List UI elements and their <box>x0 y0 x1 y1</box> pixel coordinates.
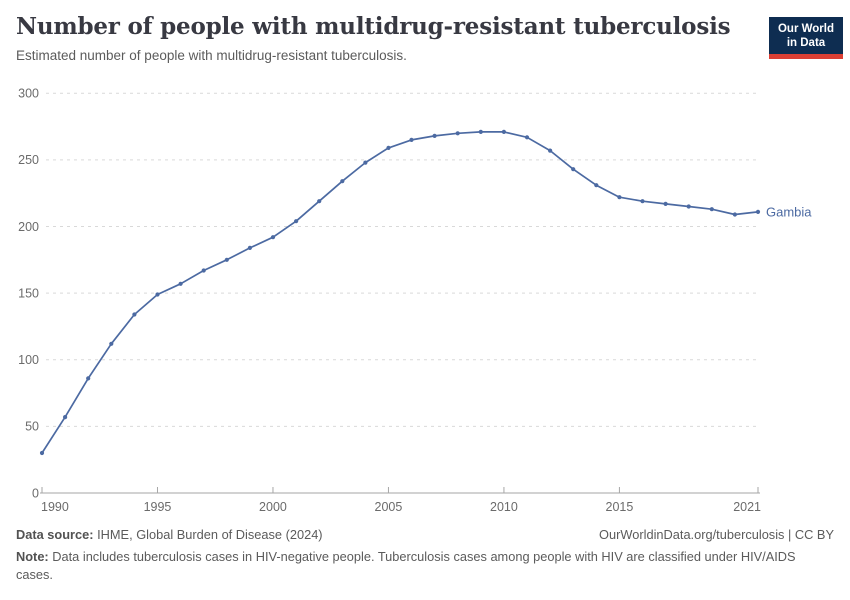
data-point-2017[interactable] <box>663 201 668 206</box>
data-point-2021[interactable] <box>755 209 761 214</box>
x-axis-label-2015: 2015 <box>606 500 634 514</box>
y-axis-label-300: 300 <box>18 87 39 101</box>
x-axis-label-2005: 2005 <box>375 500 403 514</box>
data-point-1993[interactable] <box>109 341 114 346</box>
data-point-2019[interactable] <box>709 207 714 212</box>
y-axis-label-250: 250 <box>18 153 39 167</box>
y-axis-label-150: 150 <box>18 286 39 300</box>
note-label: Note: <box>16 549 49 564</box>
x-axis-label-1995: 1995 <box>144 500 172 514</box>
line-chart-svg[interactable]: 0 50 100 150 200 250 300 1990 1995 2000 2005 2010 20… <box>0 80 850 525</box>
y-axis-label-0: 0 <box>32 486 39 500</box>
data-point-2020[interactable] <box>732 212 738 217</box>
y-axis-label-100: 100 <box>18 353 39 367</box>
data-point-2013[interactable] <box>571 167 576 172</box>
data-line-gambia[interactable] <box>41 131 759 454</box>
data-point-2005[interactable] <box>386 145 391 150</box>
x-axis-label-2010: 2010 <box>490 500 518 514</box>
data-point-2012[interactable] <box>548 148 553 153</box>
data-point-2015[interactable] <box>617 195 622 200</box>
data-source-text: IHME, Global Burden of Disease (2024) <box>97 527 323 542</box>
owid-logo-line1: Our World <box>777 23 834 35</box>
data-point-1997[interactable] <box>201 268 206 273</box>
data-source-label: Data source: <box>16 527 94 542</box>
data-point-1998[interactable] <box>224 257 229 262</box>
x-axis-label-2000: 2000 <box>259 500 287 514</box>
note-line: Note: Data includes tuberculosis cases i… <box>16 548 834 584</box>
license-link[interactable]: OurWorldinData.org/tuberculosis | CC BY <box>599 527 834 542</box>
data-point-2014[interactable] <box>594 183 599 188</box>
data-point-2002[interactable] <box>317 199 322 204</box>
chart-subtitle: Estimated number of people with multidru… <box>16 48 407 64</box>
x-axis-label-2021: 2021 <box>733 500 761 514</box>
chart-area[interactable]: 0 50 100 150 200 250 300 1990 1995 2000 2005 2010 20… <box>0 80 850 525</box>
note-text: Data includes tuberculosis cases in HIV-… <box>16 549 796 582</box>
y-axis-label-200: 200 <box>18 220 39 234</box>
data-point-2010[interactable] <box>501 129 506 134</box>
data-point-2003[interactable] <box>340 179 345 184</box>
footer-sources-row: Data source: IHME, Global Burden of Dise… <box>16 526 834 544</box>
owid-logo[interactable]: Our World in Data <box>769 17 843 59</box>
data-point-2011[interactable] <box>524 135 530 140</box>
data-point-1999[interactable] <box>247 245 252 250</box>
data-point-1990[interactable] <box>39 450 45 456</box>
series-label-gambia[interactable]: Gambia <box>766 204 812 219</box>
data-point-2006[interactable] <box>409 137 414 142</box>
owid-logo-text: Our World in Data <box>769 17 843 54</box>
data-source-line: Data source: IHME, Global Burden of Dise… <box>16 526 323 544</box>
data-point-1992[interactable] <box>86 376 91 381</box>
chart-title: Number of people with multidrug-resistan… <box>16 13 731 40</box>
chart-header: Number of people with multidrug-resistan… <box>16 13 756 64</box>
data-point-2004[interactable] <box>363 160 368 165</box>
data-point-2018[interactable] <box>686 204 691 209</box>
data-point-1991[interactable] <box>63 415 68 420</box>
chart-footer: Data source: IHME, Global Burden of Dise… <box>16 526 834 584</box>
x-axis-label-1990: 1990 <box>41 500 69 514</box>
y-axis-label-50: 50 <box>25 420 39 434</box>
data-point-2016[interactable] <box>640 199 645 204</box>
data-point-2001[interactable] <box>294 219 299 224</box>
data-point-2009[interactable] <box>478 129 483 134</box>
data-point-2007[interactable] <box>432 133 437 138</box>
data-point-2000[interactable] <box>270 235 276 240</box>
data-point-2008[interactable] <box>455 131 460 136</box>
owid-logo-line2: in Data <box>786 37 826 49</box>
data-point-1996[interactable] <box>178 281 183 286</box>
data-point-1995[interactable] <box>155 292 160 297</box>
data-point-1994[interactable] <box>132 312 137 317</box>
owid-logo-red-bar <box>769 54 843 59</box>
